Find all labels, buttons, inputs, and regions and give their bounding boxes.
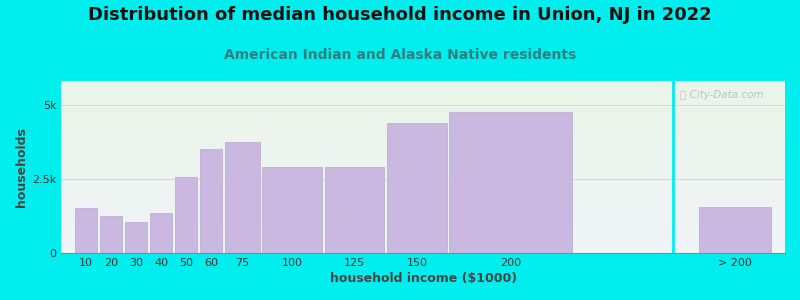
Bar: [325, 167, 385, 253]
Bar: [150, 213, 172, 253]
Bar: [75, 208, 98, 253]
X-axis label: household income ($1000): household income ($1000): [330, 272, 517, 285]
Y-axis label: households: households: [15, 127, 28, 207]
Bar: [225, 142, 260, 253]
Bar: [387, 122, 447, 253]
Bar: [262, 167, 322, 253]
Text: American Indian and Alaska Native residents: American Indian and Alaska Native reside…: [224, 48, 576, 62]
Bar: [200, 149, 222, 253]
Bar: [450, 112, 572, 253]
Bar: [100, 216, 122, 253]
Text: Distribution of median household income in Union, NJ in 2022: Distribution of median household income …: [88, 6, 712, 24]
Bar: [699, 207, 771, 253]
Bar: [175, 177, 198, 253]
Bar: [125, 222, 147, 253]
Text: Ⓜ City-Data.com: Ⓜ City-Data.com: [680, 90, 763, 100]
